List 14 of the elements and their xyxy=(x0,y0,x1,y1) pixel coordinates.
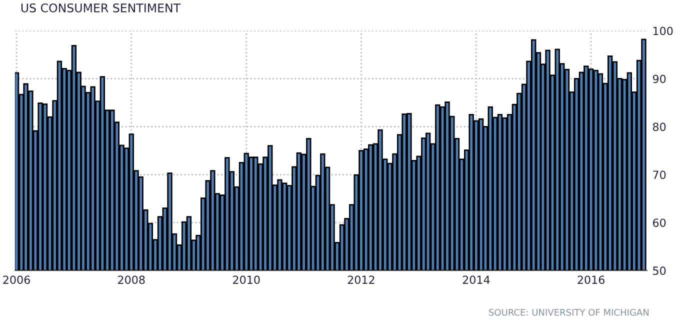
x-tick-label: 2010 xyxy=(233,276,260,284)
y-tick-label: 70 xyxy=(653,170,666,180)
y-tick-label: 50 xyxy=(653,266,666,275)
x-tick-label: 2014 xyxy=(462,276,490,284)
y-tick-label: 80 xyxy=(652,122,666,132)
y-tick-label: 90 xyxy=(652,74,666,84)
y-tick-label: 60 xyxy=(652,218,666,227)
source-note: SOURCE: UNIVERSITY OF MICHIGAN xyxy=(489,308,649,316)
x-tick-label: 2008 xyxy=(118,276,145,284)
chart-title: US CONSUMER SENTIMENT xyxy=(21,3,181,12)
y-tick-label: 100 xyxy=(653,26,673,36)
x-tick-label: 2016 xyxy=(578,276,604,284)
x-tick-label: 2012 xyxy=(348,276,374,284)
x-tick-label: 2006 xyxy=(3,276,30,284)
